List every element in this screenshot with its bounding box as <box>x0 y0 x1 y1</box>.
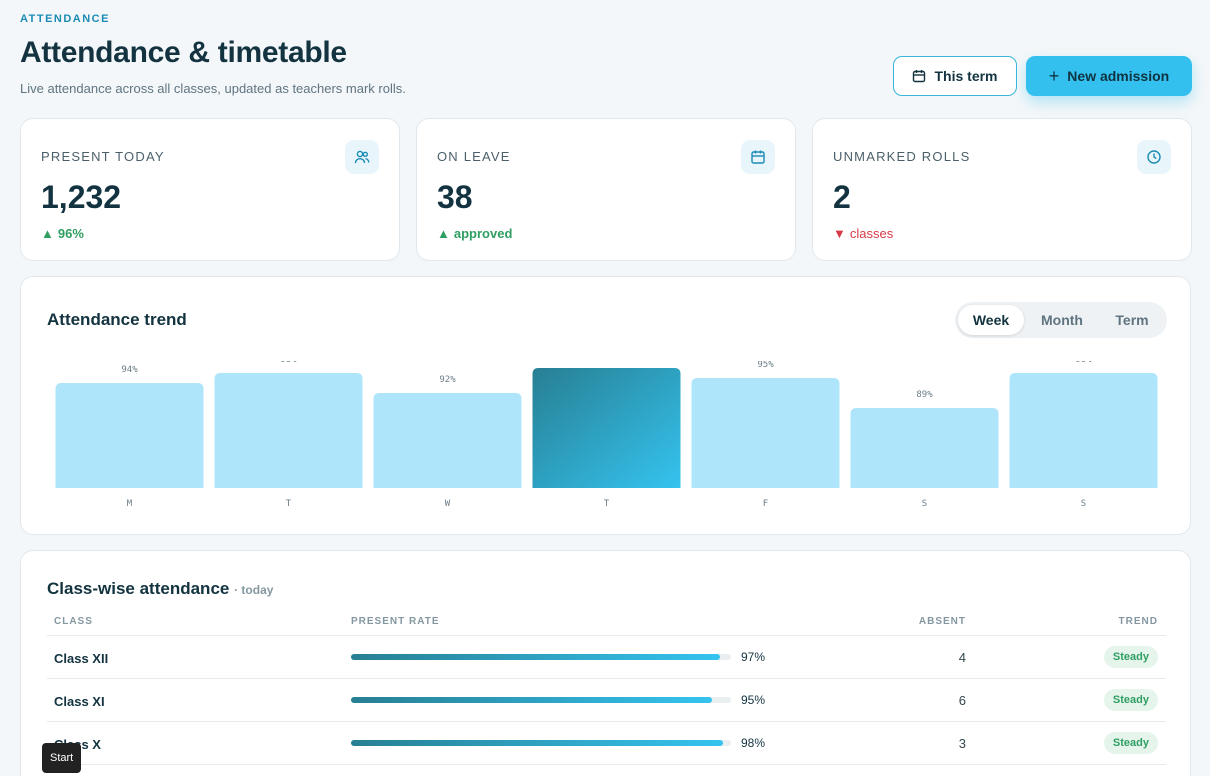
stat-card-leave: ON LEAVE 38 ▲ approved <box>416 118 796 261</box>
x-tick-label: S <box>1081 499 1086 507</box>
table-subtitle: · today <box>234 583 274 597</box>
rate-bar <box>351 697 731 703</box>
stat-value: 1,232 <box>41 179 122 215</box>
class-attendance-card: Class-wise attendance · today CLASS PRES… <box>20 550 1191 776</box>
absent-count: 4 <box>958 650 966 665</box>
stat-card-present: PRESENT TODAY 1,232 ▲ 96% <box>20 118 400 261</box>
x-tick-label: F <box>763 499 768 507</box>
stat-delta: ▲ 96% <box>41 226 84 241</box>
chart-bar <box>1009 373 1158 488</box>
row-divider <box>47 721 1166 722</box>
row-divider <box>47 678 1166 679</box>
this-term-label: This term <box>934 68 998 84</box>
page-subtitle: Live attendance across all classes, upda… <box>20 81 406 96</box>
absent-count: 6 <box>958 693 966 708</box>
trend-badge: Steady <box>1103 646 1158 668</box>
attendance-trend-card: Attendance trend Week Month Term 94% M 96%… <box>20 276 1191 535</box>
triangle-up-icon: ▲ <box>41 226 54 241</box>
calendar-icon <box>741 140 775 174</box>
chart-bar <box>532 368 681 488</box>
stat-label: UNMARKED ROLLS <box>833 149 971 164</box>
eyebrow: ATTENDANCE <box>20 13 110 25</box>
new-admission-button[interactable]: + New admission <box>1026 56 1192 96</box>
stat-delta: ▲ approved <box>437 226 512 241</box>
stat-card-unmarked: UNMARKED ROLLS 2 ▼ classes <box>812 118 1192 261</box>
stat-delta-text: 96% <box>57 226 84 241</box>
chart-bar <box>55 383 204 488</box>
row-divider <box>47 635 1166 636</box>
bar-value-label: 96% <box>1075 361 1092 365</box>
bar-value-label: 89% <box>916 390 933 400</box>
rate-bar <box>351 740 731 746</box>
stat-delta-text: classes <box>849 226 894 241</box>
plus-icon: + <box>1048 66 1060 86</box>
x-tick-label: M <box>127 499 133 507</box>
column-header-class: CLASS <box>54 616 93 627</box>
rate-bar-fill <box>351 740 724 746</box>
trend-title: Attendance trend <box>47 310 187 329</box>
tab-week[interactable]: Week <box>958 305 1024 335</box>
chart-bar <box>214 373 363 488</box>
stat-label: PRESENT TODAY <box>41 149 165 164</box>
bar-value-label: 95% <box>757 361 774 370</box>
table-title-text: Class-wise attendance <box>47 579 230 598</box>
chart-bar <box>850 408 999 488</box>
stat-delta: ▼ classes <box>833 226 893 241</box>
trend-badge: Steady <box>1103 732 1158 754</box>
period-selector: Week Month Term <box>955 302 1167 338</box>
absent-count: 3 <box>958 736 966 751</box>
stat-value: 38 <box>437 179 473 215</box>
tab-month[interactable]: Month <box>1041 312 1083 328</box>
tab-term[interactable]: Term <box>1115 312 1149 328</box>
x-tick-label: W <box>445 499 451 507</box>
class-name: Class XI <box>54 694 105 709</box>
rate-label: 95% <box>741 693 766 707</box>
clock-icon <box>1137 140 1171 174</box>
start-button[interactable]: Start <box>42 743 82 773</box>
bar-value-label: 92% <box>439 375 456 385</box>
trend-badge: Steady <box>1103 689 1158 711</box>
bar-value-label: 96% <box>280 361 297 365</box>
bar-value-label: 94% <box>121 365 138 375</box>
rate-bar-fill <box>351 697 712 703</box>
triangle-up-icon: ▲ <box>437 226 450 241</box>
column-header-rate: PRESENT RATE <box>351 616 440 627</box>
page-title: Attendance & timetable <box>20 36 347 69</box>
attendance-bar-chart: 94%M96%T92%W97%T95%F89%S96%S <box>55 361 1158 507</box>
rate-bar <box>351 654 731 660</box>
stat-value: 2 <box>833 179 851 215</box>
row-divider <box>47 764 1166 765</box>
calendar-icon <box>913 70 926 83</box>
column-header-absent: ABSENT <box>918 616 966 627</box>
table-title: Class-wise attendance · today <box>47 579 273 599</box>
triangle-down-icon: ▼ <box>833 226 846 241</box>
users-icon <box>345 140 379 174</box>
this-term-button[interactable]: This term <box>893 56 1017 96</box>
column-header-trend: TREND <box>1118 616 1158 627</box>
class-name: Class XII <box>54 651 109 666</box>
chart-bar <box>373 393 522 488</box>
chart-bar <box>691 378 840 488</box>
x-tick-label: T <box>286 499 292 507</box>
rate-label: 98% <box>741 736 766 750</box>
new-admission-label: New admission <box>1067 68 1170 84</box>
x-tick-label: S <box>922 499 927 507</box>
x-tick-label: T <box>604 499 610 507</box>
stat-delta-text: approved <box>453 226 513 241</box>
rate-label: 97% <box>741 650 766 664</box>
stat-label: ON LEAVE <box>437 149 511 164</box>
rate-bar-fill <box>351 654 720 660</box>
